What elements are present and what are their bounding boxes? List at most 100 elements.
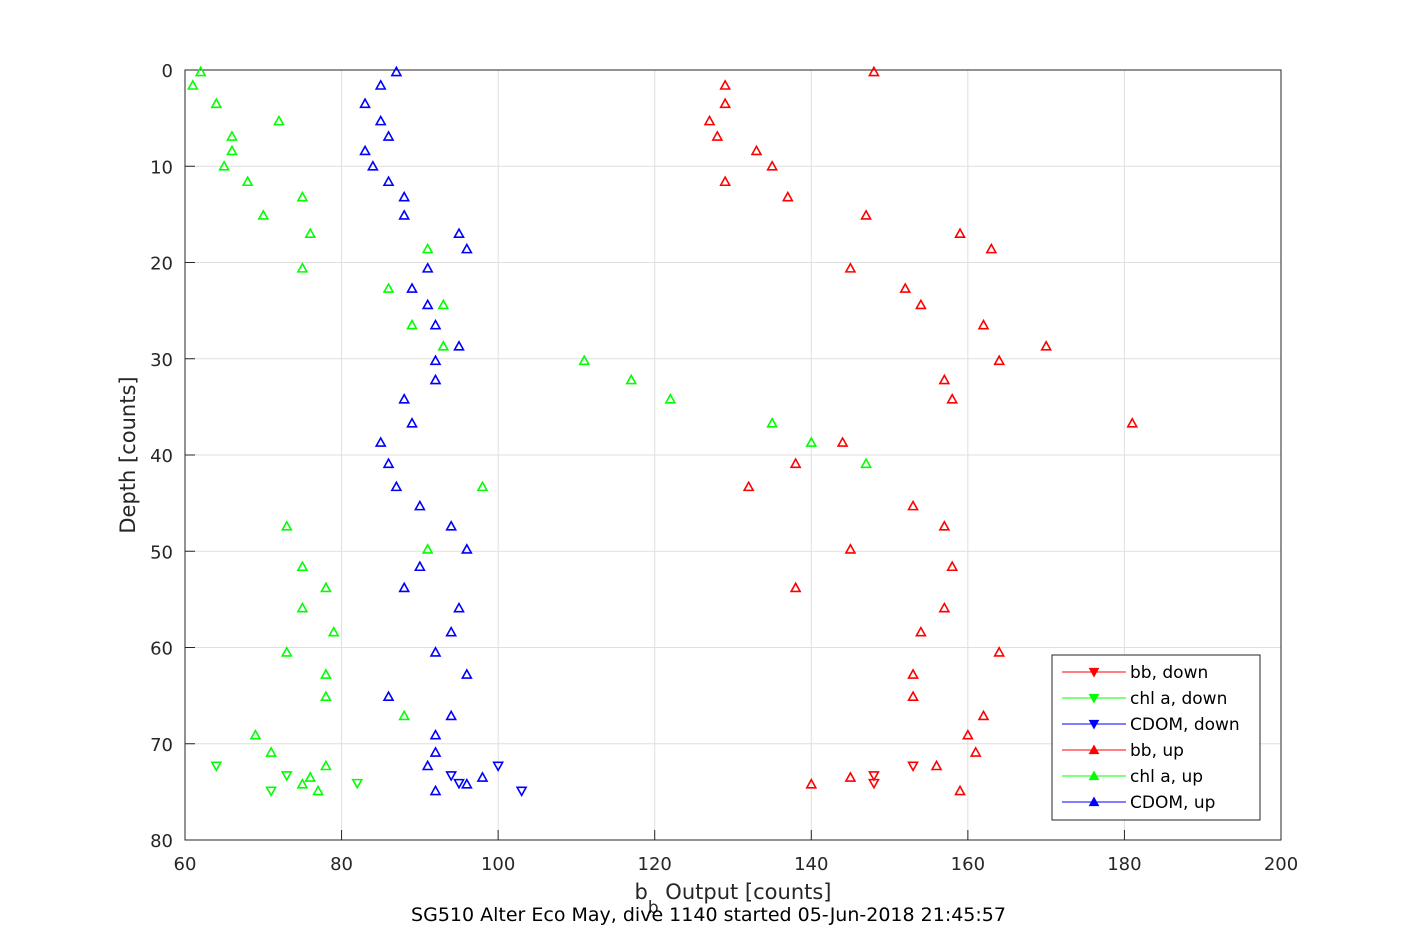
y-tick-label: 0 <box>162 61 173 82</box>
data-point-chl-a-up <box>249 728 262 740</box>
data-point-cdom-up <box>453 340 465 351</box>
data-point-chl-a-up <box>437 340 450 351</box>
data-point-cdom-up <box>390 480 403 492</box>
data-point-bb-up <box>977 318 990 330</box>
data-point-chl-a-up <box>273 114 285 126</box>
data-point-cdom-up <box>460 778 473 789</box>
data-point-cdom-up <box>460 668 473 679</box>
data-point-chl-a-up <box>421 543 434 554</box>
y-tick-label: 80 <box>150 831 173 852</box>
data-point-bb-down <box>907 761 919 773</box>
legend-label-chl-a-down: chl a, down <box>1130 689 1227 709</box>
data-point-chl-a-up <box>304 771 317 782</box>
data-point-bb-up <box>946 393 959 404</box>
data-point-cdom-up <box>382 690 395 701</box>
y-tick-label: 40 <box>150 446 173 467</box>
data-point-chl-a-up <box>210 97 223 109</box>
legend-box <box>1051 654 1261 821</box>
data-point-chl-a-up <box>280 520 293 531</box>
data-point-cdom-up <box>367 160 379 171</box>
series-cdom-up <box>359 65 489 796</box>
data-point-chl-a-up <box>304 227 317 239</box>
figure-caption: SG510 Alter Eco May, dive 1140 started 0… <box>411 904 1006 926</box>
data-point-bb-up <box>789 581 802 593</box>
data-point-cdom-up <box>382 457 395 469</box>
data-point-cdom-up <box>429 373 442 385</box>
data-point-chl-a-up <box>327 625 340 637</box>
series-bb-down <box>868 761 919 790</box>
data-point-cdom-up <box>429 728 442 740</box>
data-point-chl-a-up <box>257 209 270 220</box>
data-point-chl-a-up <box>320 759 332 771</box>
data-point-chl-a-up <box>382 282 395 293</box>
data-point-cdom-up <box>382 130 395 141</box>
x-tick-label: 180 <box>1107 854 1141 875</box>
data-point-chl-a-up <box>265 746 277 757</box>
series-cdom-down <box>445 761 528 798</box>
data-point-chl-a-up <box>280 646 293 657</box>
legend-label-bb-down: bb, down <box>1130 663 1208 683</box>
data-point-bb-up <box>868 65 880 77</box>
data-point-cdom-up <box>460 242 473 254</box>
data-point-bb-up <box>789 457 802 469</box>
legend-marker-bb-down <box>1088 667 1100 678</box>
data-point-bb-up <box>946 560 959 572</box>
data-point-chl-a-up <box>320 690 332 701</box>
data-point-chl-a-up <box>578 354 591 366</box>
data-point-bb-up <box>860 209 872 220</box>
data-point-bb-up <box>993 354 1006 366</box>
data-point-bb-up <box>719 175 732 187</box>
data-point-chl-a-up <box>421 242 434 254</box>
data-point-chl-a-up <box>218 160 231 171</box>
data-point-chl-a-up <box>406 318 418 330</box>
data-point-bb-down <box>868 771 880 782</box>
data-point-bb-up <box>719 97 732 109</box>
x-tick-label: 200 <box>1264 854 1298 875</box>
data-point-cdom-up <box>398 209 411 220</box>
legend-marker-cdom-up <box>1088 796 1100 807</box>
data-point-chl-a-up <box>320 581 332 593</box>
data-point-chl-a-up <box>194 65 207 77</box>
x-axis-label: bb Output [counts] <box>634 880 831 918</box>
data-point-chl-a-down <box>351 778 364 790</box>
data-point-chl-a-up <box>625 373 638 385</box>
x-tick-label: 60 <box>174 854 197 875</box>
data-point-bb-up <box>938 373 951 385</box>
data-point-cdom-up <box>421 262 434 273</box>
data-point-cdom-down <box>453 778 465 790</box>
data-point-chl-a-down <box>210 761 223 773</box>
data-point-bb-down <box>868 778 880 790</box>
data-point-cdom-up <box>453 601 465 613</box>
data-point-chl-a-up <box>805 436 818 447</box>
data-point-cdom-up <box>374 79 387 90</box>
y-tick-label: 50 <box>150 542 173 563</box>
data-point-bb-up <box>907 690 919 701</box>
legend-label-bb-up: bb, up <box>1130 741 1184 761</box>
data-point-chl-a-down <box>280 771 293 782</box>
data-point-cdom-up <box>429 318 442 330</box>
data-point-chl-a-up <box>226 130 238 141</box>
data-point-bb-up <box>1126 417 1139 428</box>
legend-marker-cdom-down <box>1088 719 1100 730</box>
data-point-chl-a-up <box>296 262 309 273</box>
data-point-bb-up <box>954 227 966 239</box>
legend-label-chl-a-up: chl a, up <box>1130 767 1203 787</box>
data-point-bb-up <box>985 242 998 254</box>
data-point-chl-a-up <box>241 175 254 187</box>
data-point-chl-a-up <box>766 417 779 428</box>
data-point-bb-up <box>805 778 818 789</box>
data-point-cdom-up <box>453 227 465 239</box>
data-point-cdom-up <box>374 114 387 126</box>
data-point-cdom-up <box>406 417 418 428</box>
data-point-bb-up <box>781 190 794 202</box>
data-point-bb-up <box>938 601 951 613</box>
x-tick-label: 80 <box>330 854 353 875</box>
x-tick-label: 140 <box>794 854 828 875</box>
data-marks <box>186 65 1139 798</box>
data-point-bb-up <box>907 668 919 679</box>
data-point-bb-up <box>977 709 990 721</box>
data-point-chl-a-up <box>186 79 199 90</box>
data-point-cdom-up <box>429 354 442 366</box>
data-point-cdom-up <box>382 175 395 187</box>
